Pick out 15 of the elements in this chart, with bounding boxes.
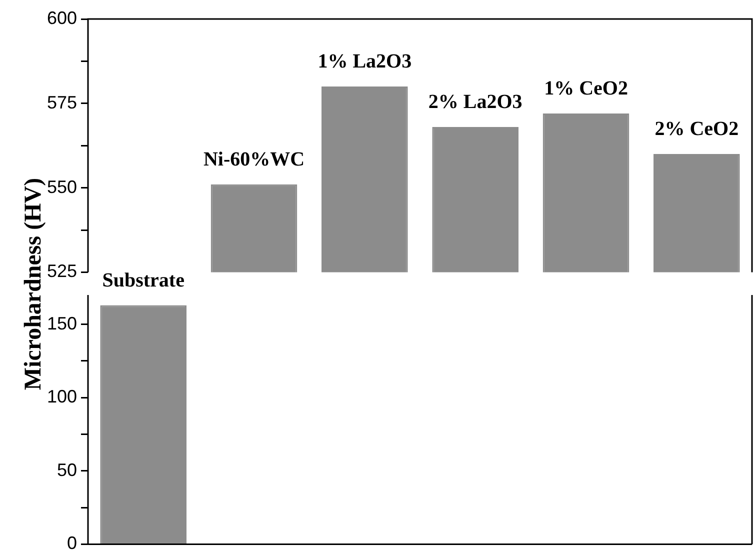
x-tick-label: 1% CeO2: [544, 78, 628, 100]
y-tick-label: 100: [46, 386, 77, 407]
x-tick-label: 1% La2O3: [318, 50, 412, 73]
y-tick-label: 50: [56, 460, 77, 480]
y-tick-label: 0: [66, 533, 77, 554]
x-tick-label: 2% CeO2: [654, 118, 739, 140]
x-tick-label: 2% La2O3: [428, 91, 522, 114]
y-tick-label: 575: [46, 92, 77, 112]
x-tick-label: Ni-60%WC: [203, 148, 305, 171]
y-tick-label: 550: [46, 176, 77, 197]
x-tick-label: Substrate: [102, 269, 185, 292]
y-tick-label: 600: [46, 8, 77, 28]
y-tick-label: 525: [46, 261, 77, 282]
y-tick-label: 150: [46, 313, 77, 334]
y-axis-title: Microhardness (HV): [20, 178, 48, 390]
